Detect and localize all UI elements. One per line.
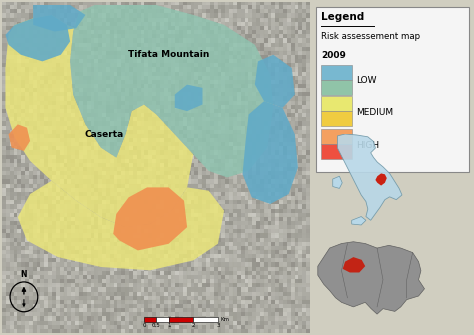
- Text: 0,5: 0,5: [152, 323, 161, 328]
- Bar: [144, 317, 156, 322]
- Bar: [321, 80, 353, 94]
- Polygon shape: [18, 181, 224, 270]
- Polygon shape: [375, 174, 387, 186]
- Bar: [193, 317, 218, 322]
- Text: Caserta: Caserta: [84, 130, 124, 139]
- Text: LOW: LOW: [356, 76, 377, 85]
- Bar: [321, 96, 353, 111]
- Text: 0: 0: [142, 323, 146, 328]
- Polygon shape: [5, 12, 193, 227]
- Polygon shape: [5, 15, 70, 61]
- Text: HIGH: HIGH: [356, 141, 380, 150]
- Polygon shape: [352, 216, 366, 225]
- Text: 2: 2: [191, 323, 195, 328]
- Text: Legend: Legend: [321, 12, 364, 22]
- Bar: [321, 111, 353, 126]
- Text: 1: 1: [167, 323, 170, 328]
- Bar: [156, 317, 169, 322]
- Polygon shape: [337, 134, 402, 220]
- Text: Km: Km: [221, 317, 230, 322]
- Text: MEDIUM: MEDIUM: [356, 108, 393, 117]
- Text: 2009: 2009: [321, 52, 346, 60]
- Polygon shape: [333, 176, 342, 188]
- Text: Tifata Mountain: Tifata Mountain: [128, 50, 210, 59]
- Bar: [321, 144, 353, 159]
- Text: Risk assessement map: Risk assessement map: [321, 31, 420, 41]
- Polygon shape: [175, 84, 202, 111]
- FancyBboxPatch shape: [316, 7, 469, 173]
- Bar: [169, 317, 193, 322]
- Polygon shape: [33, 5, 85, 31]
- Bar: [321, 129, 353, 144]
- Polygon shape: [255, 55, 295, 108]
- Bar: [321, 65, 353, 80]
- Polygon shape: [9, 124, 30, 151]
- Polygon shape: [113, 187, 187, 251]
- Polygon shape: [343, 257, 365, 272]
- Polygon shape: [243, 101, 298, 204]
- Polygon shape: [70, 5, 273, 178]
- Polygon shape: [318, 242, 424, 314]
- Text: 3: 3: [216, 323, 219, 328]
- Text: N: N: [21, 270, 27, 279]
